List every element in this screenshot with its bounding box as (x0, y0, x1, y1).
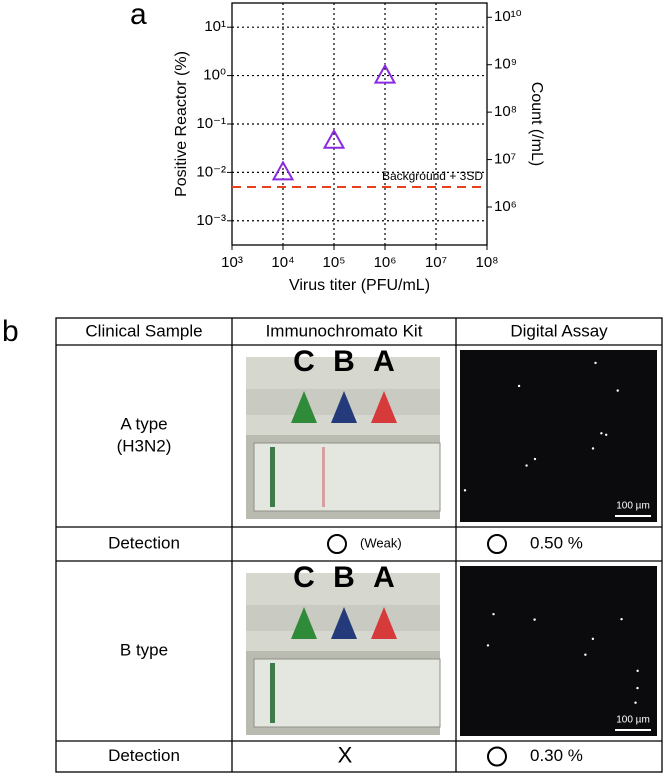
y2-tick-label: 10⁷ (494, 151, 516, 168)
bright-spot (634, 701, 637, 704)
y2-tick-label: 10⁹ (494, 56, 517, 73)
bright-spot (591, 447, 595, 450)
data-point (271, 160, 295, 181)
kit-label: C (293, 345, 315, 378)
x-tick-label: 10⁵ (323, 254, 346, 271)
strip (253, 658, 441, 728)
kit-triangle (371, 391, 397, 423)
y2-tick-label: 10⁸ (494, 103, 517, 120)
kit-triangle (291, 391, 317, 423)
scale-bar-label: 100 µm (616, 715, 650, 726)
header-cell: Immunochromato Kit (266, 321, 423, 340)
detect-symbol (487, 534, 507, 554)
bright-spot (525, 464, 528, 467)
scale-bar-label: 100 µm (616, 501, 650, 512)
x-tick-label: 10³ (221, 254, 243, 271)
x-tick-label: 10⁴ (271, 254, 294, 271)
kit-triangle (331, 607, 357, 639)
data-point (373, 63, 397, 84)
detection-label: Detection (108, 746, 180, 765)
kit-label: A (373, 561, 395, 594)
control-line (270, 447, 275, 507)
plot-frame (231, 2, 488, 246)
digital-result: 0.30 % (530, 746, 583, 765)
header-cell: Clinical Sample (85, 321, 202, 340)
data-point (322, 128, 346, 149)
x-tick-label: 10⁸ (475, 254, 498, 271)
y2-axis-label: Count (/mL) (528, 82, 545, 166)
x-tick-label: 10⁷ (425, 254, 447, 271)
header-cell: Digital Assay (510, 321, 608, 340)
kit-label: A (373, 345, 395, 378)
bright-spot (486, 644, 490, 647)
kit-label: C (293, 561, 315, 594)
bright-spot (517, 384, 521, 388)
bright-spot (533, 618, 536, 621)
y-tick-label: 10⁻² (196, 163, 226, 180)
digital-result: 0.50 % (530, 533, 583, 552)
kit-result: (Weak) (360, 535, 402, 550)
bright-spot (594, 361, 597, 365)
test-line (322, 447, 325, 507)
detection-label: Detection (108, 533, 180, 552)
y-tick-label: 10⁻³ (196, 212, 226, 229)
kit-triangle (371, 607, 397, 639)
y2-tick-label: 10⁶ (494, 198, 517, 215)
sample-name: B type (120, 640, 168, 659)
y2-tick-label: 10¹⁰ (494, 8, 522, 25)
digital-image (460, 350, 657, 522)
strip (253, 442, 441, 512)
y-tick-label: 10⁻¹ (196, 115, 226, 132)
bright-spot (636, 669, 639, 673)
detect-symbol (487, 746, 507, 767)
kit-triangle (331, 391, 357, 423)
x-tick-label: 10⁶ (374, 254, 397, 271)
detect-symbol (327, 534, 347, 554)
x-axis-label: Virus titer (PFU/mL) (289, 277, 430, 294)
sample-name: A type (120, 414, 167, 433)
bright-spot (636, 686, 639, 690)
kit-triangle (291, 607, 317, 639)
bright-spot (463, 489, 467, 492)
kit-label: B (333, 345, 355, 378)
digital-image (460, 566, 657, 736)
bright-spot (533, 457, 537, 461)
bright-spot (604, 433, 608, 436)
panel-label: a (130, 0, 147, 31)
y-tick-label: 10⁰ (203, 67, 226, 84)
table-frame (55, 317, 663, 773)
panel-label: b (2, 315, 19, 348)
y-axis-label: Positive Reactor (%) (173, 51, 190, 197)
kit-result: X (338, 742, 353, 767)
bright-spot (620, 617, 623, 621)
reference-label: Background + 3SD (382, 169, 483, 183)
bright-spot (600, 432, 603, 435)
bright-spot (616, 389, 619, 392)
y-tick-label: 10¹ (204, 18, 226, 35)
bright-spot (591, 637, 595, 641)
bright-spot (492, 612, 495, 616)
bright-spot (584, 653, 587, 656)
control-line (270, 663, 275, 723)
sample-name: (H3N2) (117, 436, 172, 455)
kit-label: B (333, 561, 355, 594)
